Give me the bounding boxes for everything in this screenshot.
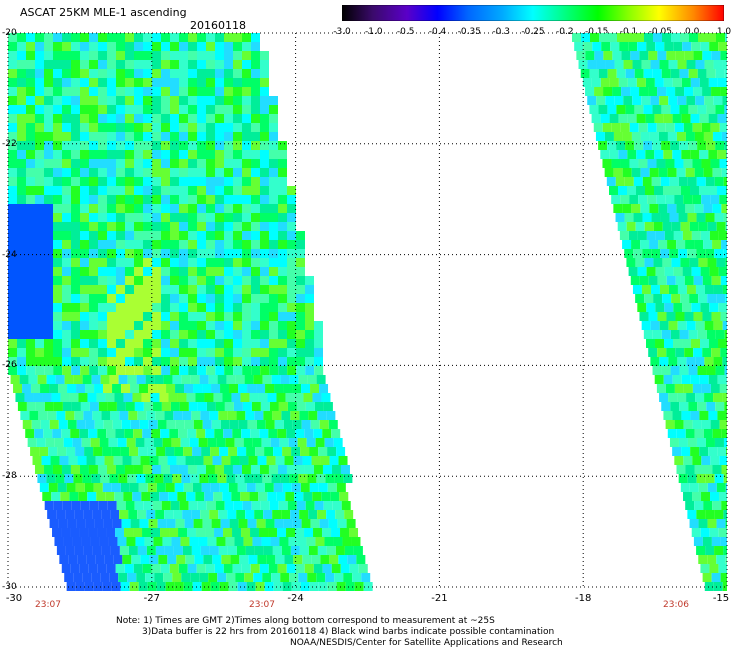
- note-line-2: 3)Data buffer is 22 hrs from 20160118 4)…: [142, 627, 555, 637]
- map-date: 20160118: [190, 19, 246, 32]
- longitude-label: -18: [575, 593, 592, 604]
- colorbar-tick-label: 0.0: [684, 27, 700, 37]
- colorbar-tick-label: -0.4: [428, 27, 447, 37]
- map-title: ASCAT 25KM MLE-1 ascending: [20, 6, 187, 19]
- latitude-label: -30: [2, 582, 17, 592]
- pass-time-label: 23:07: [249, 600, 275, 610]
- colorbar: [342, 5, 724, 21]
- latitude-label: -24: [2, 249, 17, 260]
- pass-time-label: 23:07: [35, 600, 61, 610]
- longitude-label: -24: [287, 593, 304, 604]
- latitude-label: -28: [2, 471, 17, 482]
- longitude-label: -30: [5, 593, 23, 604]
- colorbar-tick-label: -0.35: [457, 27, 481, 37]
- colorbar-tick-label: -0.15: [585, 27, 609, 37]
- colorbar-tick-label: -0.3: [492, 27, 510, 37]
- latitude-label: -22: [2, 138, 17, 149]
- note-line-3: NOAA/NESDIS/Center for Satellite Applica…: [290, 638, 563, 648]
- colorbar-tick-label: -0.5: [396, 27, 415, 37]
- colorbar-tick-label: -0.2: [556, 27, 574, 37]
- swath-data: [8, 33, 727, 591]
- colorbar-tick-label: -0.1: [619, 27, 638, 37]
- longitude-label: -21: [431, 593, 448, 604]
- latitude-label: -20: [2, 28, 17, 38]
- lat-lon-grid: [7, 32, 728, 588]
- pass-time-label: 23:06: [663, 600, 689, 610]
- colorbar-tick-label: -3.0: [333, 27, 351, 37]
- colorbar-tick-label: -1.0: [365, 27, 383, 37]
- latitude-label: -26: [2, 360, 17, 371]
- longitude-label: -15: [712, 593, 730, 604]
- colorbar-tick-label: 1.0: [716, 27, 732, 37]
- longitude-label: -27: [143, 593, 160, 604]
- colorbar-tick-label: -0.25: [521, 27, 545, 37]
- colorbar-tick-label: -0.05: [648, 27, 672, 37]
- note-line-1: Note: 1) Times are GMT 2)Times along bot…: [116, 616, 495, 626]
